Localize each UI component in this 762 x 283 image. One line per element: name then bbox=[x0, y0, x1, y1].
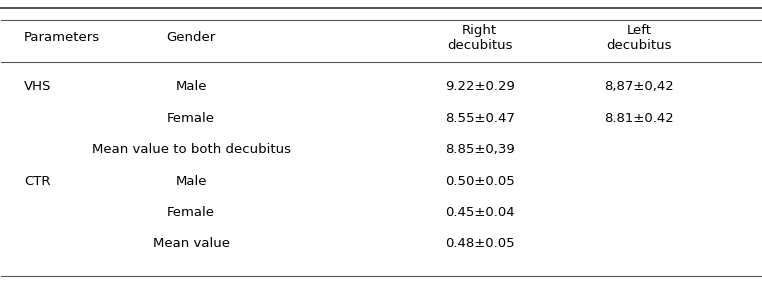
Text: VHS: VHS bbox=[24, 80, 52, 93]
Text: Left
decubitus: Left decubitus bbox=[607, 24, 672, 52]
Text: 8.81±0.42: 8.81±0.42 bbox=[604, 112, 674, 125]
Text: 8.85±0,39: 8.85±0,39 bbox=[445, 143, 514, 156]
Text: Right
decubitus: Right decubitus bbox=[447, 24, 513, 52]
Text: Male: Male bbox=[175, 80, 207, 93]
Text: Mean value: Mean value bbox=[152, 237, 229, 250]
Text: Female: Female bbox=[167, 112, 215, 125]
Text: Parameters: Parameters bbox=[24, 31, 101, 44]
Text: Male: Male bbox=[175, 175, 207, 188]
Text: 8,87±0,42: 8,87±0,42 bbox=[604, 80, 674, 93]
Text: Female: Female bbox=[167, 206, 215, 219]
Text: Gender: Gender bbox=[167, 31, 216, 44]
Text: CTR: CTR bbox=[24, 175, 50, 188]
Text: 8.55±0.47: 8.55±0.47 bbox=[445, 112, 514, 125]
Text: Mean value to both decubitus: Mean value to both decubitus bbox=[91, 143, 290, 156]
Text: 0.48±0.05: 0.48±0.05 bbox=[445, 237, 514, 250]
Text: 0.50±0.05: 0.50±0.05 bbox=[445, 175, 514, 188]
Text: 9.22±0.29: 9.22±0.29 bbox=[445, 80, 514, 93]
Text: 0.45±0.04: 0.45±0.04 bbox=[445, 206, 514, 219]
